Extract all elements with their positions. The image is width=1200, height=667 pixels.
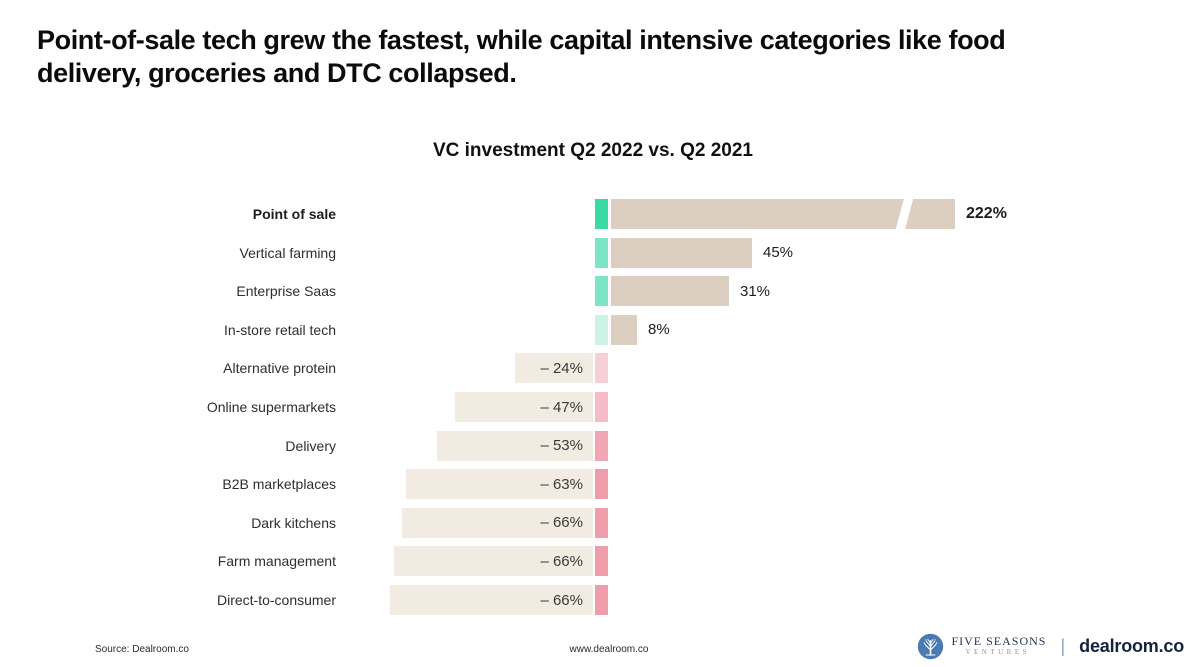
value-label: – 66%: [540, 514, 583, 532]
chart-row: Alternative protein – 24%: [0, 349, 1200, 387]
bar: [611, 199, 955, 229]
chart-row: Vertical farming 45%: [0, 234, 1200, 272]
decline-cap: [595, 392, 608, 422]
chart-row: Point of sale 222%: [0, 195, 1200, 233]
bar: – 47%: [455, 392, 593, 422]
value-label: – 66%: [540, 552, 583, 570]
chart-title: VC investment Q2 2022 vs. Q2 2021: [432, 140, 753, 161]
value-label: 45%: [763, 244, 794, 262]
five-seasons-subtitle: VENTURES: [965, 648, 1031, 656]
value-label: – 53%: [540, 437, 583, 455]
decline-cap: [595, 353, 608, 384]
value-label: 8%: [648, 321, 670, 339]
category-label: Dark kitchens: [251, 514, 336, 531]
bar: – 66%: [402, 507, 593, 538]
category-label: Online supermarkets: [206, 399, 336, 415]
axis-break-slash: [895, 199, 914, 229]
chart-row: Online supermarkets – 47%: [0, 388, 1200, 426]
headline: Point-of-sale tech grew the fastest, whi…: [37, 25, 1006, 88]
decline-cap: [595, 469, 608, 500]
chart-row: B2B marketplaces – 63%: [0, 465, 1200, 503]
category-label: Alternative protein: [223, 360, 336, 377]
category-label: In-store retail tech: [223, 321, 336, 338]
website-url: www.dealroom.co: [569, 644, 649, 655]
value-label: – 66%: [540, 591, 583, 609]
growth-cap: [595, 314, 608, 345]
growth-cap: [595, 237, 608, 268]
brand-divider: |: [1060, 635, 1066, 656]
category-label: Delivery: [285, 437, 336, 454]
bar: [611, 237, 752, 268]
five-seasons-name: FIVE SEASONS: [951, 634, 1047, 648]
bar: – 66%: [394, 546, 593, 577]
growth-cap: [595, 199, 608, 229]
bar: – 66%: [390, 585, 593, 615]
footer-brand: FIVE SEASONS VENTURES | dealroom.co: [917, 630, 1184, 662]
value-label: – 47%: [540, 398, 583, 416]
bar: – 53%: [437, 430, 593, 461]
growth-cap: [595, 276, 608, 307]
value-label: 222%: [966, 205, 1007, 222]
value-label: 31%: [740, 282, 771, 300]
decline-cap: [595, 585, 608, 615]
value-label: – 24%: [540, 359, 583, 377]
category-label: Vertical farming: [239, 244, 336, 261]
chart-row: Enterprise Saas 31%: [0, 272, 1200, 310]
category-label: Direct-to-consumer: [216, 592, 336, 608]
source-note: Source: Dealroom.co: [95, 644, 189, 655]
chart-row: Delivery – 53%: [0, 427, 1200, 465]
bar-chart: Point of sale 222% Vertical farming 45% Ente…: [0, 195, 1200, 625]
dealroom-wordmark: dealroom.co: [1079, 635, 1184, 656]
bar: [611, 314, 637, 345]
bar: – 63%: [406, 469, 593, 500]
five-seasons-tree-icon: [917, 633, 944, 660]
chart-row: Direct-to-consumer – 66%: [0, 581, 1200, 619]
chart-row: In-store retail tech 8%: [0, 311, 1200, 349]
category-label: Point of sale: [252, 206, 336, 222]
five-seasons-wordmark: FIVE SEASONS VENTURES: [951, 635, 1046, 657]
category-label: Farm management: [217, 553, 336, 570]
chart-row: Farm management – 66%: [0, 542, 1200, 580]
category-label: Enterprise Saas: [236, 283, 336, 300]
chart-row: Dark kitchens – 66%: [0, 504, 1200, 542]
five-seasons-logo: FIVE SEASONS VENTURES: [917, 633, 1046, 660]
bar: [611, 276, 729, 307]
decline-cap: [595, 430, 608, 461]
value-label: – 63%: [540, 475, 583, 493]
bar: – 24%: [515, 353, 593, 384]
decline-cap: [595, 507, 608, 538]
decline-cap: [595, 546, 608, 577]
category-label: B2B marketplaces: [222, 476, 336, 493]
